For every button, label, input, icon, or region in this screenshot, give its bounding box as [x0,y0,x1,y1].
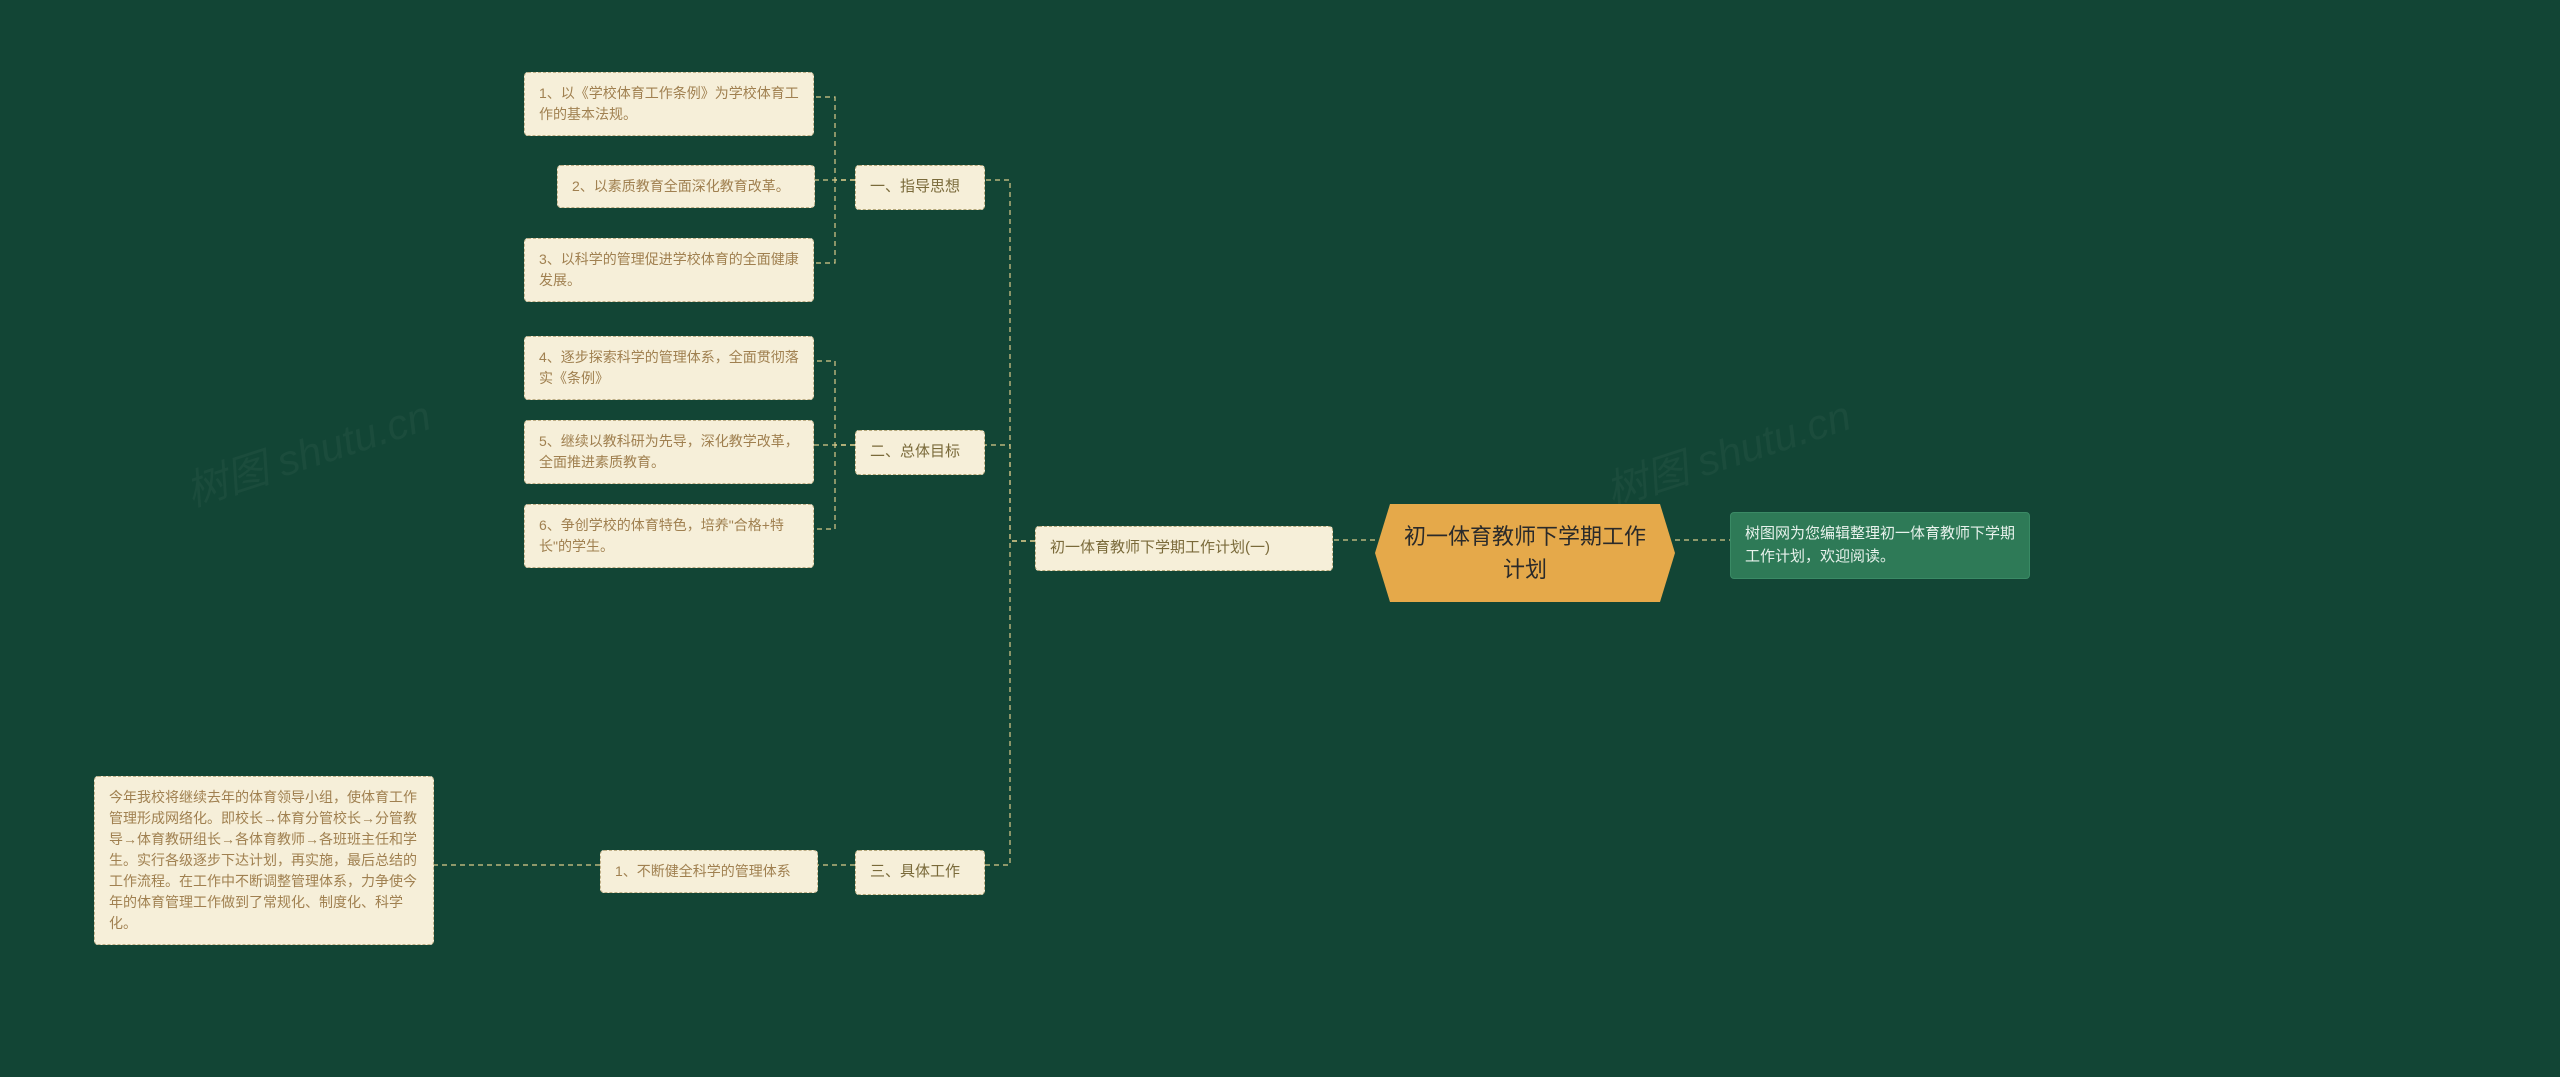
leaf-b2-2[interactable]: 6、争创学校的体育特色，培养"合格+特长"的学生。 [524,504,814,568]
leaf-text: 5、继续以教科研为先导，深化教学改革，全面推进素质教育。 [539,433,799,470]
branch-b2[interactable]: 二、总体目标 [855,430,985,475]
branch-b2-label: 二、总体目标 [870,443,960,460]
branch-b3-detail[interactable]: 今年我校将继续去年的体育领导小组，使体育工作管理形成网络化。即校长→体育分管校长… [94,776,434,945]
leaf-b1-0[interactable]: 1、以《学校体育工作条例》为学校体育工作的基本法规。 [524,72,814,136]
leaf-text: 3、以科学的管理促进学校体育的全面健康发展。 [539,251,799,288]
leaf-text: 4、逐步探索科学的管理体系，全面贯彻落实《条例》 [539,349,799,386]
leaf-text: 6、争创学校的体育特色，培养"合格+特长"的学生。 [539,517,784,554]
level1-node[interactable]: 初一体育教师下学期工作计划(一) [1035,526,1333,571]
branch-b3-l2[interactable]: 1、不断健全科学的管理体系 [600,850,818,893]
branch-b1-label: 一、指导思想 [870,178,960,195]
leaf-text: 1、以《学校体育工作条例》为学校体育工作的基本法规。 [539,85,799,122]
root-node[interactable]: 初一体育教师下学期工作 计划 [1375,504,1675,602]
level1-label: 初一体育教师下学期工作计划(一) [1050,539,1270,556]
leaf-text: 2、以素质教育全面深化教育改革。 [572,178,790,194]
side-note-text: 树图网为您编辑整理初一体育教师下学期工作计划，欢迎阅读。 [1745,525,2015,565]
watermark: 树图 shutu.cn [1597,382,1858,519]
branch-b3-label: 三、具体工作 [870,863,960,880]
side-note[interactable]: 树图网为您编辑整理初一体育教师下学期工作计划，欢迎阅读。 [1730,512,2030,579]
leaf-b1-1[interactable]: 2、以素质教育全面深化教育改革。 [557,165,815,208]
root-text-line1: 初一体育教师下学期工作 [1404,524,1646,549]
leaf-b1-2[interactable]: 3、以科学的管理促进学校体育的全面健康发展。 [524,238,814,302]
b3-detail-text: 今年我校将继续去年的体育领导小组，使体育工作管理形成网络化。即校长→体育分管校长… [109,789,417,931]
root-text-line2: 计划 [1503,557,1547,582]
leaf-b2-1[interactable]: 5、继续以教科研为先导，深化教学改革，全面推进素质教育。 [524,420,814,484]
branch-b3[interactable]: 三、具体工作 [855,850,985,895]
leaf-b2-0[interactable]: 4、逐步探索科学的管理体系，全面贯彻落实《条例》 [524,336,814,400]
branch-b1[interactable]: 一、指导思想 [855,165,985,210]
b3-l2-label: 1、不断健全科学的管理体系 [615,863,791,879]
watermark: 树图 shutu.cn [177,382,438,519]
